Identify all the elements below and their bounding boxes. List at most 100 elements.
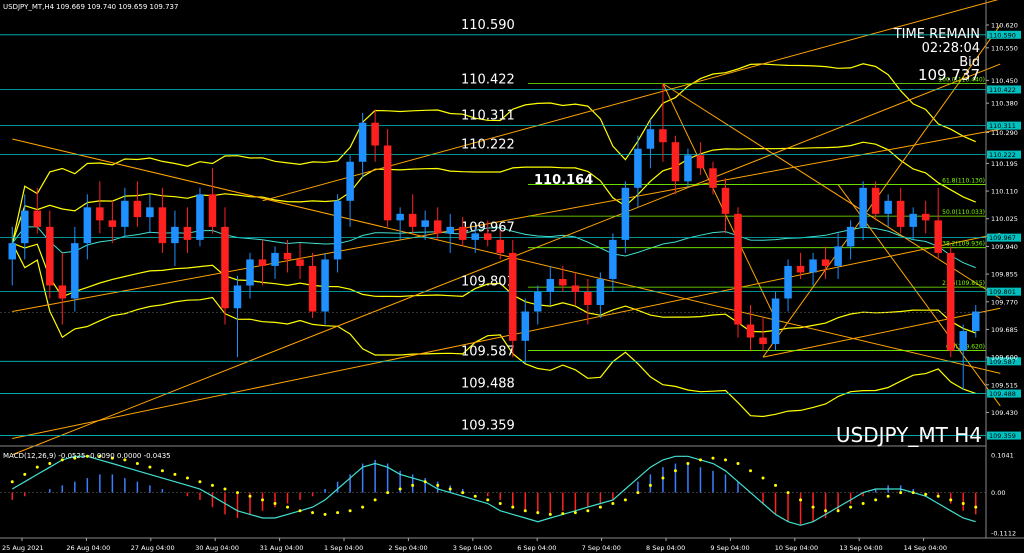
level-tag-110.590: 110.590 <box>989 31 1016 39</box>
level-tag-110.311: 110.311 <box>989 122 1016 130</box>
candle-body <box>496 239 505 253</box>
candle-body <box>609 239 617 279</box>
candle-body <box>896 200 905 227</box>
macd-signal-dot <box>761 476 765 480</box>
candle-body <box>834 246 842 266</box>
macd-signal-dot <box>799 498 803 502</box>
candle-body <box>659 129 667 143</box>
candle-body <box>208 194 217 227</box>
price-tick-label: 110.110 <box>991 188 1018 196</box>
fib-label: 100.0(110.440) <box>938 77 985 84</box>
macd-signal-dot <box>598 505 602 509</box>
candle-body <box>946 252 955 351</box>
price-tick-label: 109.430 <box>991 409 1018 417</box>
macd-signal-dot <box>286 505 290 509</box>
candle-body <box>396 213 404 221</box>
macd-line <box>11 455 976 526</box>
macd-signal-dot <box>961 501 965 505</box>
time-tick-label: 8 Sep 04:00 <box>646 544 685 552</box>
macd-signal-dot <box>436 483 440 487</box>
candle-body <box>509 252 517 341</box>
symbol-title: USDJPY_MT,H4 <box>3 3 55 11</box>
price-tick-label: 110.450 <box>991 77 1018 85</box>
level-tag-109.801: 109.801 <box>989 288 1016 296</box>
trend-line[interactable] <box>12 232 1001 439</box>
macd-signal-dot <box>723 458 727 462</box>
macd-signal-dot <box>198 480 202 484</box>
candle-body <box>846 226 855 247</box>
trend-line[interactable] <box>762 24 1001 358</box>
trend-line[interactable] <box>12 63 1001 456</box>
candle-body <box>559 278 567 286</box>
candle-body <box>221 226 229 309</box>
macd-signal-dot <box>123 458 127 462</box>
macd-signal-dot <box>273 501 277 505</box>
candle-body <box>521 311 530 341</box>
macd-signal-dot <box>774 483 778 487</box>
fib-label: 38.2(109.936) <box>942 241 985 248</box>
macd-signal-dot <box>836 509 840 513</box>
macd-signal-dot <box>398 487 402 491</box>
bollinger-line <box>11 63 976 244</box>
horizontal-levels[interactable]: 110.590 110.590 110.422 110.422 110.311 110.3… <box>0 18 1021 440</box>
candle-body <box>383 145 392 221</box>
candle-body <box>108 220 117 227</box>
candle-body <box>684 155 692 182</box>
macd-signal-dot <box>899 491 903 495</box>
trend-line[interactable] <box>662 83 776 319</box>
candle-body <box>158 207 167 244</box>
candle-body <box>271 252 279 266</box>
macd-signal-dot <box>824 509 828 513</box>
candle-body <box>171 226 179 244</box>
macd-signal-dot <box>160 469 164 473</box>
trend-line[interactable] <box>12 138 1001 374</box>
level-tag-box <box>987 30 1021 39</box>
candle-body <box>96 207 104 221</box>
candle-body <box>333 200 342 260</box>
macd-signal-dot <box>98 454 102 458</box>
macd-signal-dot <box>486 498 490 502</box>
macd-signal-dot <box>849 505 853 509</box>
macd-signal-dot <box>23 472 27 476</box>
macd-signal-dot <box>336 511 340 515</box>
time-tick-label: 31 Aug 04:00 <box>260 544 304 552</box>
candle-body <box>8 243 17 260</box>
macd-signal-dot <box>361 505 365 509</box>
candle-body <box>821 259 830 266</box>
symbol-watermark: USDJPY_MT H4 <box>836 423 982 447</box>
level-tag-box <box>987 389 1021 398</box>
macd-signal-dot <box>573 511 577 515</box>
trend-line[interactable] <box>762 307 1001 358</box>
macd-signal-dot <box>85 454 89 458</box>
candle-body <box>709 168 717 188</box>
macd-signal-dot <box>911 491 915 495</box>
macd-signal-dot <box>861 501 865 505</box>
macd-signal-dot <box>786 491 790 495</box>
trend-line[interactable] <box>12 128 1001 313</box>
trend-line[interactable] <box>662 83 1001 299</box>
macd-tick-label: 0.00 <box>991 489 1005 497</box>
macd-panel: 0.1041 0.00 -0.1112 <box>0 451 1016 537</box>
bid-value: 109.737 <box>918 66 980 84</box>
fib-label: 50.0(110.033) <box>942 209 985 216</box>
macd-signal-dot <box>811 505 815 509</box>
time-tick-label: 1 Sep 04:00 <box>324 544 363 552</box>
candle-body <box>358 122 367 162</box>
price-tick-label: 109.515 <box>991 381 1018 389</box>
macd-signal-dot <box>874 498 878 502</box>
level-label-109.488: 109.488 <box>461 377 515 392</box>
macd-signal-dot <box>185 476 189 480</box>
price-tick-label: 110.550 <box>991 44 1018 52</box>
price-tick-label: 110.290 <box>991 129 1018 137</box>
macd-signal-dot <box>548 512 552 516</box>
ohlc-readout: 109.669 109.740 109.659 109.737 <box>56 3 178 11</box>
macd-signal-dot <box>648 483 652 487</box>
macd-signal-dot <box>974 505 978 509</box>
time-tick-label: 27 Aug 04:00 <box>131 544 175 552</box>
time-remain-label: TIME REMAIN <box>893 27 980 42</box>
price-tick-label: 109.600 <box>991 354 1018 362</box>
macd-signal-dot <box>298 509 302 513</box>
time-tick-label: 10 Sep 04:00 <box>775 544 818 552</box>
candle-body <box>133 200 142 218</box>
